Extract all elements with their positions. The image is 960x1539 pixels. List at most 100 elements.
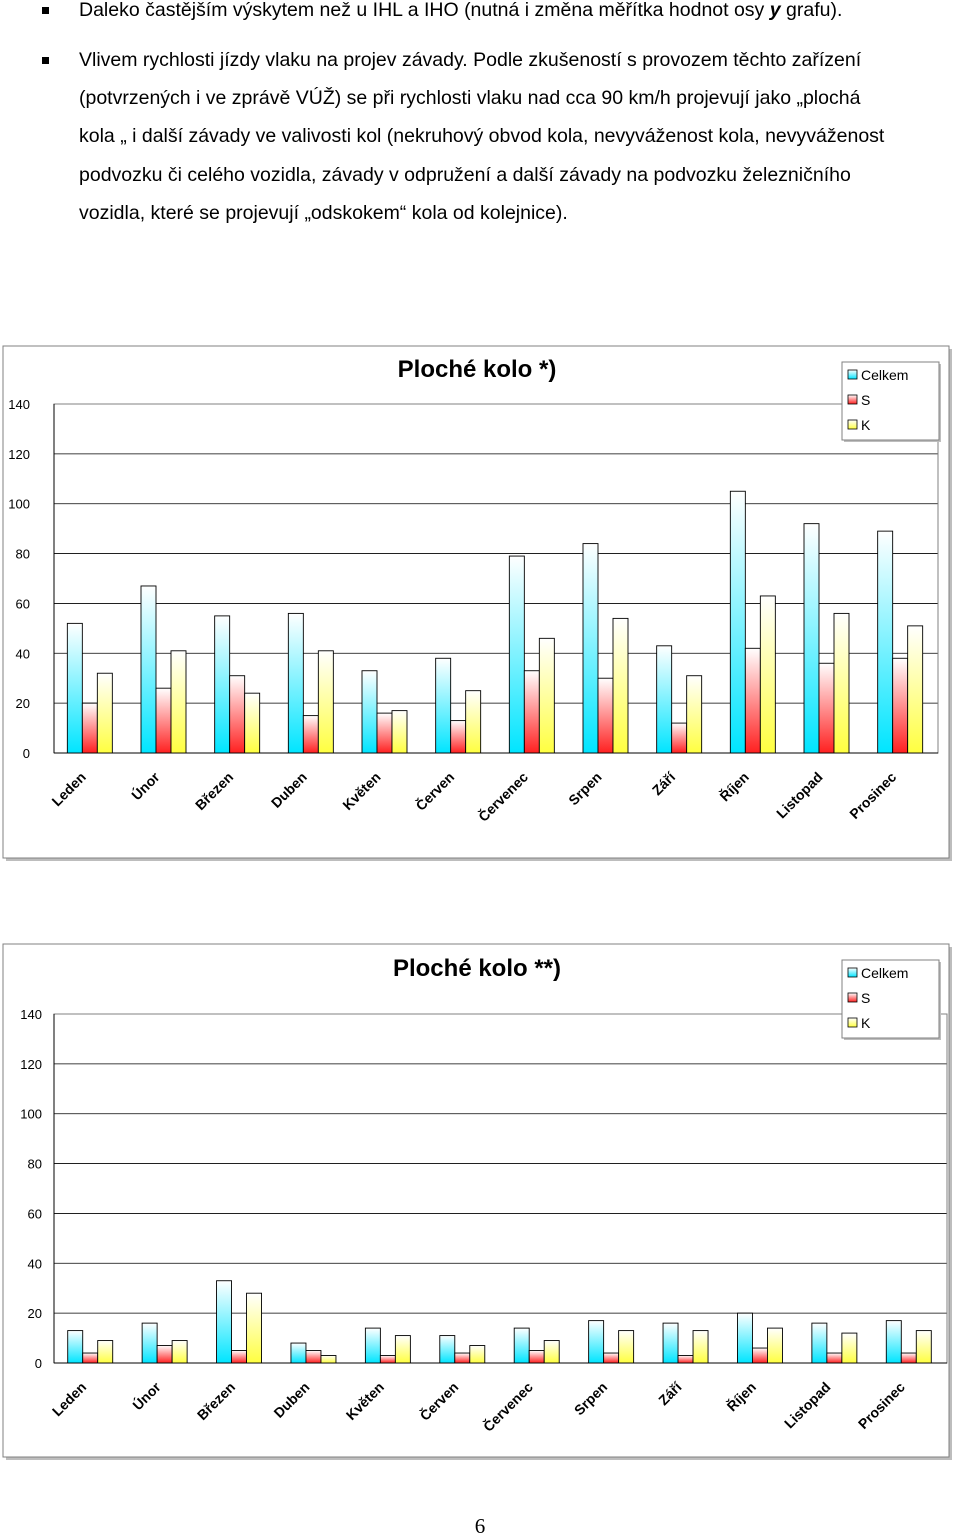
y-tick-label: 140 <box>8 397 30 412</box>
bar-k-7 <box>538 637 555 754</box>
bar-celkem-12 <box>877 530 894 754</box>
bar-k-4 <box>320 1355 337 1364</box>
bar-celkem-2 <box>141 1322 158 1364</box>
legend <box>841 361 940 441</box>
bar-s-12 <box>900 1352 917 1364</box>
bar-k-11 <box>841 1332 858 1364</box>
bullet-1-italic: y <box>769 0 781 21</box>
bar-s-6 <box>454 1352 471 1364</box>
chart-title: Ploché kolo *) <box>398 356 557 383</box>
bar-k-8 <box>612 617 629 754</box>
bar-s-8 <box>603 1352 620 1364</box>
bar-k-5 <box>394 1335 411 1364</box>
bullet-2-line-1: Vlivem rychlosti jízdy vlaku na projev z… <box>79 49 862 71</box>
legend-label-k: K <box>861 1015 871 1031</box>
bar-k-9 <box>686 675 703 754</box>
bar-celkem-8 <box>582 543 599 754</box>
y-tick-label: 0 <box>23 746 30 761</box>
bar-k-7 <box>543 1340 560 1364</box>
bar-celkem-8 <box>588 1320 605 1364</box>
bar-s-5 <box>379 1355 396 1364</box>
bar-celkem-1 <box>66 622 83 754</box>
y-tick-label: 20 <box>28 1306 42 1321</box>
y-tick-label: 60 <box>16 596 30 611</box>
bar-celkem-4 <box>290 1342 307 1364</box>
bar-celkem-5 <box>364 1327 381 1364</box>
bar-k-1 <box>97 1340 114 1364</box>
legend-label-s: S <box>861 990 870 1006</box>
chart-title: Ploché kolo **) <box>393 955 561 982</box>
page-number: 6 <box>474 1514 486 1538</box>
bar-k-12 <box>907 625 924 754</box>
y-tick-label: 80 <box>16 547 30 562</box>
bar-k-1 <box>96 672 113 754</box>
bar-celkem-3 <box>216 1280 232 1364</box>
chart-frame <box>2 943 950 1458</box>
bar-celkem-6 <box>435 657 452 754</box>
bar-s-10 <box>752 1347 768 1364</box>
y-tick-label: 140 <box>20 1007 42 1022</box>
bar-k-10 <box>759 595 776 754</box>
y-tick-label: 40 <box>28 1256 42 1271</box>
bullet-marker <box>42 57 49 64</box>
bar-celkem-10 <box>729 490 746 754</box>
legend-label-s: S <box>861 392 870 408</box>
bar-celkem-6 <box>439 1335 456 1364</box>
bar-s-4 <box>305 1350 322 1364</box>
bar-k-8 <box>618 1330 635 1364</box>
bar-s-7 <box>528 1350 545 1364</box>
bullet-1-text: Daleko častějším výskytem než u IHL a IH… <box>79 0 765 21</box>
bullet-1: Daleko častějším výskytem než u IHL a IH… <box>79 0 842 30</box>
bar-k-3 <box>244 692 261 754</box>
bullet-marker <box>42 7 49 14</box>
bar-celkem-11 <box>803 523 820 754</box>
legend <box>841 959 940 1039</box>
bar-celkem-9 <box>662 1322 679 1364</box>
bar-celkem-10 <box>737 1312 753 1364</box>
legend-swatch-celkem <box>847 967 858 978</box>
bar-k-4 <box>317 650 334 754</box>
legend-label-celkem: Celkem <box>861 965 908 981</box>
legend-swatch-s <box>847 394 858 405</box>
bullet-2-line-4: podvozku či celého vozidla, závady v odp… <box>79 164 851 186</box>
bar-celkem-5 <box>361 670 378 754</box>
bar-k-9 <box>692 1330 709 1364</box>
bar-s-2 <box>156 1345 173 1364</box>
bar-k-5 <box>391 710 408 754</box>
legend-swatch-s <box>847 992 858 1003</box>
legend-label-k: K <box>861 417 871 433</box>
bar-k-2 <box>171 1340 188 1364</box>
bullet-1-end: grafu). <box>786 0 843 21</box>
bar-celkem-1 <box>67 1330 84 1364</box>
bar-k-3 <box>246 1292 262 1364</box>
bar-celkem-11 <box>811 1322 828 1364</box>
bar-k-6 <box>469 1345 486 1364</box>
legend-swatch-k <box>847 419 858 430</box>
chart-frame <box>2 345 950 859</box>
y-tick-label: 100 <box>20 1107 42 1122</box>
y-tick-label: 80 <box>28 1157 42 1172</box>
bar-celkem-2 <box>140 585 157 754</box>
bar-s-1 <box>82 1352 99 1364</box>
legend-swatch-celkem <box>847 369 858 380</box>
bar-s-11 <box>826 1352 843 1364</box>
y-tick-label: 120 <box>8 447 30 462</box>
bar-s-3 <box>231 1350 247 1364</box>
bar-k-12 <box>915 1330 932 1364</box>
bar-s-9 <box>677 1355 694 1364</box>
bar-k-2 <box>170 650 187 754</box>
y-tick-label: 40 <box>16 646 30 661</box>
bullet-2-line-5: vozidla, které se projevují „odskokem“ k… <box>79 202 568 224</box>
legend-swatch-k <box>847 1017 858 1028</box>
bar-k-10 <box>767 1327 783 1364</box>
bullet-2-line-3: kola „ i další závady ve valivosti kol (… <box>79 125 885 147</box>
bar-celkem-7 <box>513 1327 530 1364</box>
y-tick-label: 100 <box>8 497 30 512</box>
bar-celkem-12 <box>885 1320 902 1364</box>
bar-k-11 <box>833 612 850 754</box>
y-tick-label: 60 <box>28 1206 42 1221</box>
bar-celkem-4 <box>287 612 304 754</box>
y-tick-label: 120 <box>20 1057 42 1072</box>
